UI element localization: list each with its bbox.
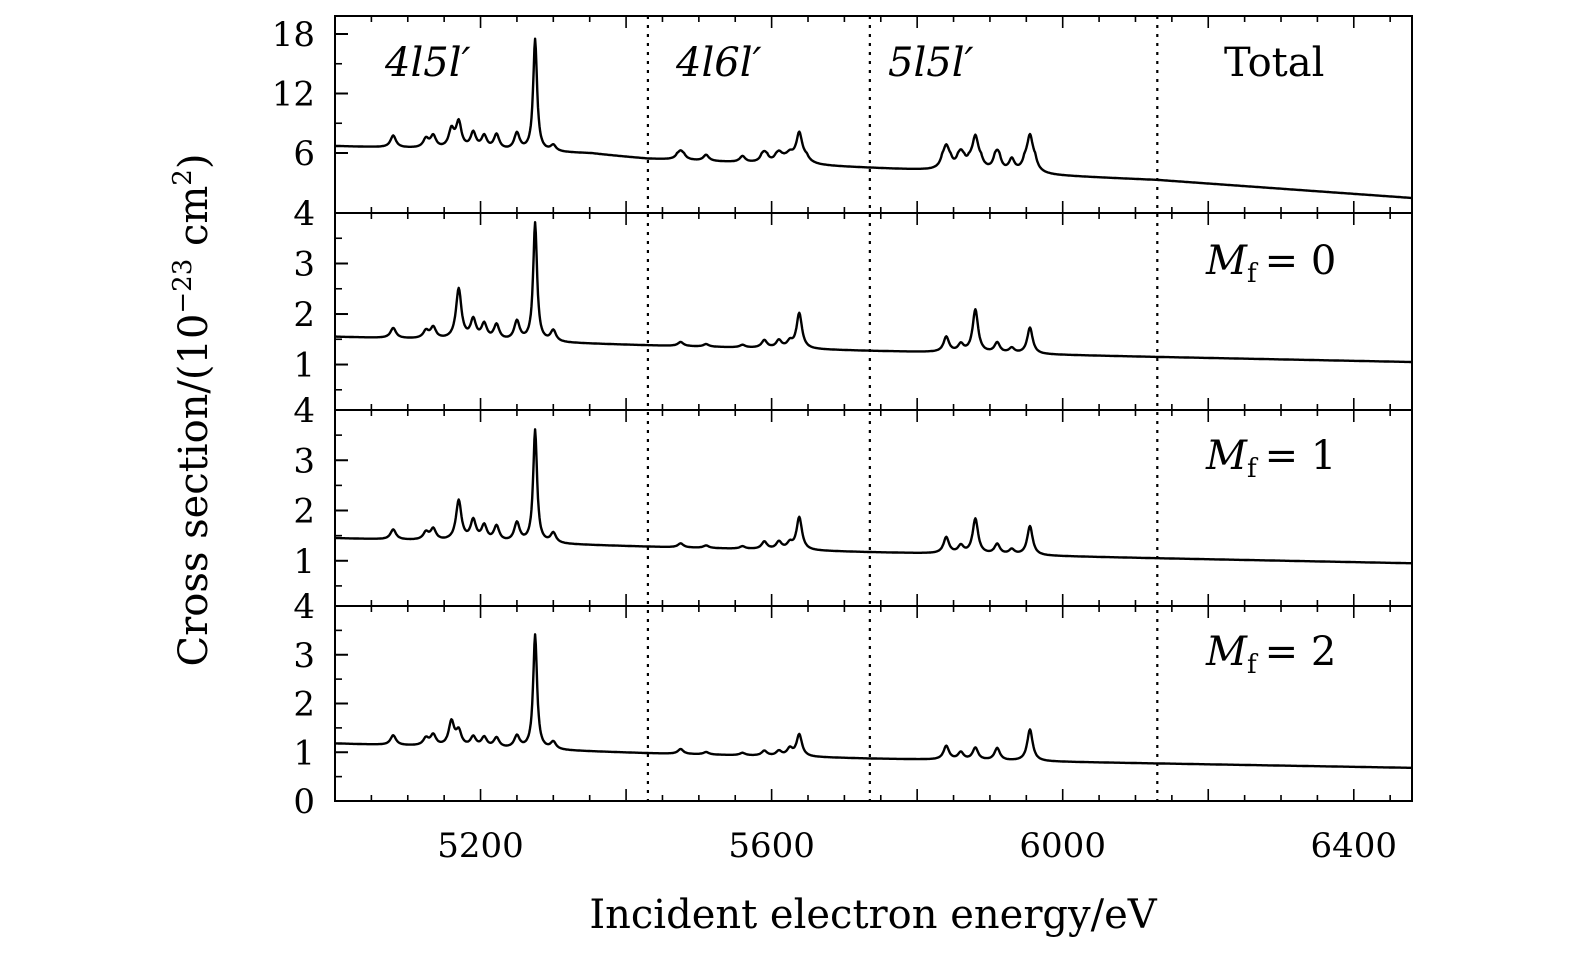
spectrum-line (334, 633, 1413, 769)
y-tick-label: 1 (293, 542, 315, 582)
spectrum-line (334, 428, 1413, 565)
mf-symbol: M (1205, 433, 1248, 479)
y-tick-label: 2 (293, 685, 315, 725)
mf-subscript: f (1247, 454, 1259, 484)
region-label-4l6l: 4l6l′ (675, 40, 762, 86)
panel-label-total: Total (1224, 40, 1324, 86)
mf-value: = 1 (1265, 433, 1337, 479)
y-tick-label: 1 (293, 733, 315, 773)
panel-frame (334, 212, 1413, 411)
y-tick-label: 0 (293, 782, 315, 822)
y-tick-label: 3 (293, 245, 315, 285)
panel-frame (334, 409, 1413, 607)
y-tick-label: 12 (272, 75, 315, 115)
y-tick-label: 4 (293, 587, 315, 627)
x-axis-title: Incident electron energy/eV (589, 892, 1157, 938)
y-tick-label: 4 (293, 194, 315, 234)
y-tick-label: 4 (293, 194, 315, 234)
x-tick-label: 5600 (728, 826, 815, 866)
panel-mf1: 1 2 3 4 (293, 391, 1413, 607)
mf-value: = 2 (1265, 629, 1337, 675)
y-tick-label: 3 (293, 636, 315, 676)
panel-label-mf2: Mf = 2 (1205, 629, 1336, 680)
y-tick-label: 2 (293, 492, 315, 532)
region-dividers (646, 16, 1159, 801)
mf-value: = 0 (1265, 238, 1337, 284)
mf-symbol: M (1205, 629, 1248, 675)
y-tick-label: 3 (293, 441, 315, 481)
y-tick-label: 18 (272, 15, 315, 55)
y-tick-label: 1 (293, 346, 315, 386)
panel-mf0: 1 2 3 4 (293, 194, 1413, 411)
spectrum-line (334, 37, 1413, 200)
panel-frame (334, 605, 1413, 802)
region-label-4l5l: 4l5l′ (384, 40, 471, 86)
panel-mf2: 0 1 2 3 4 (293, 587, 1413, 822)
region-label-5l5l: 5l5l′ (888, 40, 974, 86)
y-tick-label: 6 (293, 134, 315, 174)
x-axis: 5200 5600 6000 6400 (437, 826, 1397, 866)
mf-subscript: f (1247, 650, 1259, 680)
y-axis-title: Cross section/(10−23 cm2) (168, 154, 217, 667)
spectrum-line (334, 220, 1413, 364)
y-tick-label: 4 (293, 391, 315, 431)
y-tick-label: 2 (293, 295, 315, 335)
mf-subscript: f (1247, 259, 1259, 289)
panel-label-mf0: Mf = 0 (1205, 238, 1336, 289)
x-tick-label: 6000 (1019, 826, 1106, 866)
x-tick-label: 5200 (437, 826, 524, 866)
panel-label-mf1: Mf = 1 (1205, 433, 1336, 484)
mf-symbol: M (1205, 238, 1248, 284)
x-tick-label: 6400 (1311, 826, 1398, 866)
